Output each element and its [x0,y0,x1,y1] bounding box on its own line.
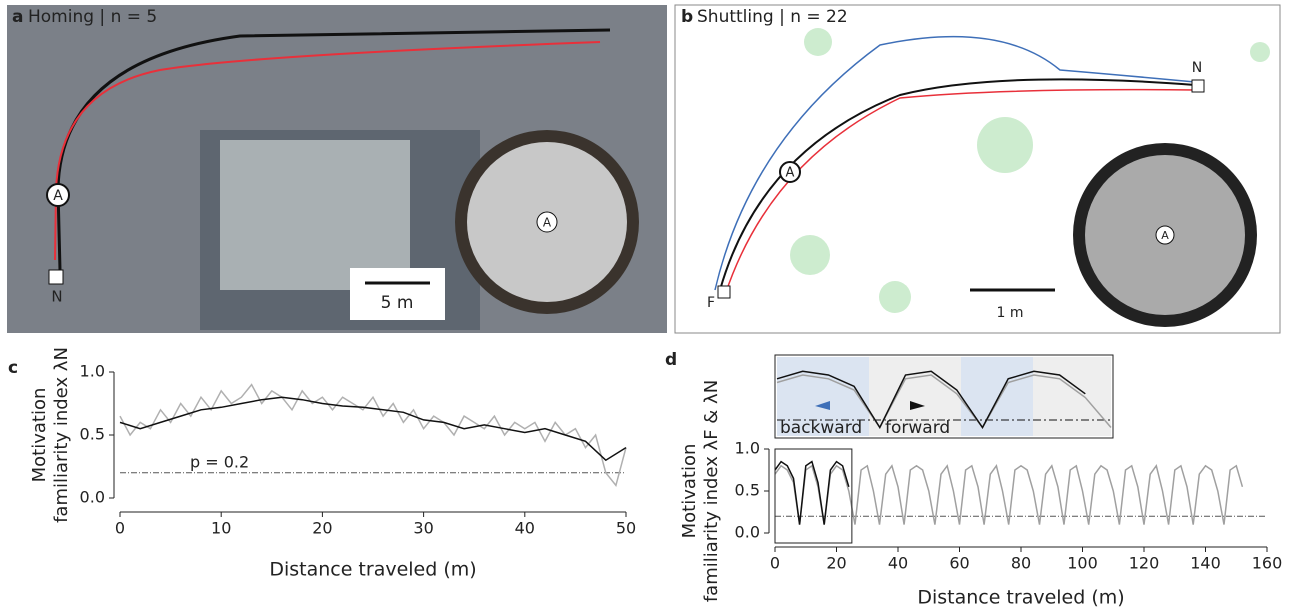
y-axis-title: familiarity index λF & λN [701,380,722,602]
leg-band [869,357,961,436]
x-axis-title: Distance traveled (m) [269,559,476,581]
y-axis-title: familiarity index λN [51,347,72,523]
x-tick-label: 50 [616,519,636,538]
tree [977,117,1033,173]
scale-box [350,268,445,320]
panel-a: a Homing | n = 5 A N A 5 m [7,5,667,333]
x-tick-label: 60 [949,554,969,573]
agent-label: A [53,188,63,204]
trajectories-black [719,78,1196,291]
trajectory-red [724,88,1196,296]
leg-band [961,357,1033,436]
roof-light [220,140,410,290]
agent-label: A [1161,229,1169,242]
title-bg [8,6,198,28]
trajectory-red [54,41,601,261]
x-tick-label: 160 [1252,554,1283,573]
nest-marker [48,269,64,285]
x-tick-label: 40 [515,519,535,538]
x-axis-title: Distance traveled (m) [917,587,1124,609]
panel-title: Homing | n = 5 [28,7,157,27]
scale-label: 1 m [997,305,1024,321]
feeder-marker [717,285,731,299]
data-line [776,370,1086,430]
nest-label: N [51,288,62,306]
threshold-label: p = 0.2 [190,452,249,471]
x-tick-label: 30 [413,519,433,538]
panel-letter: b [681,7,693,27]
leg-band [1033,357,1111,436]
x-tick-label: 0 [115,519,125,538]
x-tick-label: 20 [312,519,332,538]
scale-label: 5 m [381,293,414,313]
agent-label: A [543,216,552,230]
x-tick-label: 120 [1129,554,1160,573]
x-tick-label: 140 [1190,554,1221,573]
inset-region [774,448,853,544]
tree [879,281,911,313]
y-tick-label: 1.0 [80,362,105,381]
nest-label: N [1192,60,1202,76]
forward-arrow [910,401,925,410]
tree [804,28,832,56]
feeder-label: F [707,295,715,311]
y-tick-label: 0.0 [735,523,760,542]
y-axis-title: Motivation [679,444,700,539]
trajectories-blue [714,35,1196,291]
y-tick-label: 0.0 [80,488,105,507]
nest-marker [1191,79,1205,93]
tree [790,235,830,275]
panel-title: Shuttling | n = 22 [697,7,848,27]
y-tick-label: 0.5 [80,425,105,444]
inset-label: forward [885,418,950,438]
data-line [776,374,1112,429]
y-axis-title: Motivation [29,388,50,483]
inset-label: backward [780,418,862,438]
x-tick-label: 80 [1011,554,1031,573]
x-tick-label: 0 [770,554,780,573]
data-line [119,383,627,488]
agent-marker [779,161,801,183]
tree [1250,42,1270,62]
data-line [774,464,1244,525]
y-tick-label: 0.5 [735,481,760,500]
x-tick-label: 10 [211,519,231,538]
panel-letter: a [12,7,23,27]
agent-marker [536,211,558,233]
panel-b: b Shuttling | n = 22 A N F A 1 m [674,4,1281,334]
agent-label: A [786,166,795,181]
leg-band [777,357,869,436]
panel-letter: d [665,350,677,370]
trajectories [56,28,611,271]
data-line [119,396,627,462]
backward-arrow [815,401,830,410]
agent-marker [1155,225,1175,245]
x-tick-label: 100 [1067,554,1098,573]
x-tick-label: 40 [888,554,908,573]
x-tick-label: 20 [826,554,846,573]
agent-marker [46,183,70,207]
y-tick-label: 1.0 [735,439,760,458]
panel-letter: c [8,358,18,378]
data-line [774,460,850,525]
